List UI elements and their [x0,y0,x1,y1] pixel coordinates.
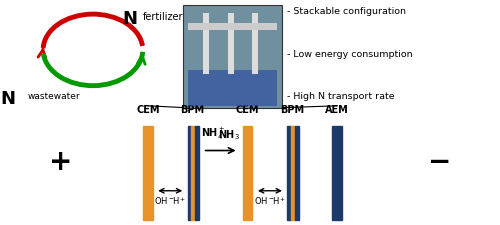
Bar [182,5,282,108]
Text: - Low energy consumption: - Low energy consumption [288,50,413,59]
Bar [295,126,298,220]
Text: −: − [428,148,451,176]
Text: CEM: CEM [236,105,260,115]
Bar [332,126,342,220]
Text: OH$^-$: OH$^-$ [254,195,274,206]
Bar [188,23,278,30]
Bar [196,126,199,220]
Text: - High N transport rate: - High N transport rate [288,92,395,101]
Bar [252,13,258,74]
Text: N: N [0,90,16,108]
Bar [242,126,252,220]
Text: BPM: BPM [280,105,304,115]
Text: AEM: AEM [326,105,349,115]
Bar [188,126,192,220]
Bar [291,126,295,220]
Text: OH$^-$: OH$^-$ [154,195,174,206]
Text: H$^+$: H$^+$ [272,195,286,207]
Bar [228,13,234,74]
Text: NH$_4^+$: NH$_4^+$ [201,126,226,142]
Text: BPM: BPM [180,105,204,115]
Bar [192,126,196,220]
Text: H$^+$: H$^+$ [172,195,186,207]
Text: CEM: CEM [136,105,160,115]
Text: +: + [49,148,72,176]
Text: fertilizer: fertilizer [143,12,184,22]
Text: wastewater: wastewater [28,92,80,101]
Bar [202,13,208,74]
Bar [143,126,153,220]
Text: NH$_3$: NH$_3$ [218,128,240,142]
Bar [188,70,278,106]
Text: N: N [123,10,138,28]
Text: - Stackable configuration: - Stackable configuration [288,7,406,16]
Bar [288,126,291,220]
